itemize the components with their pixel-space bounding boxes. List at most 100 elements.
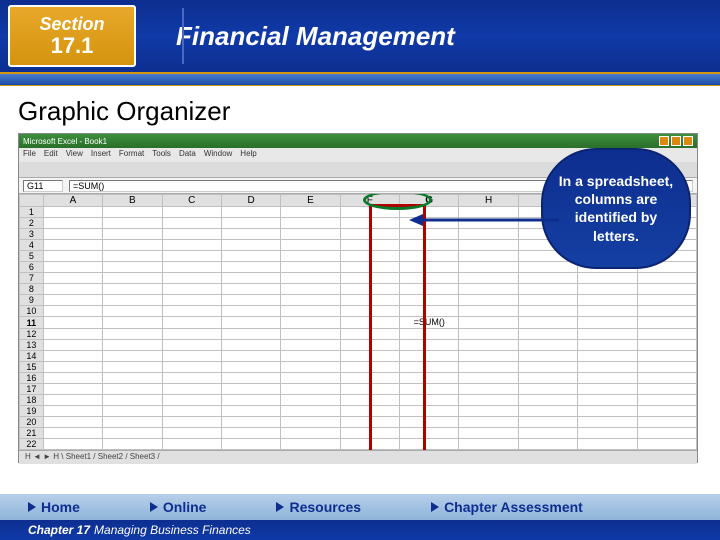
row-header[interactable]: 22	[20, 439, 44, 450]
cell[interactable]	[578, 417, 637, 428]
row-header[interactable]: 1	[20, 207, 44, 218]
cell[interactable]	[637, 362, 697, 373]
cell[interactable]	[103, 417, 162, 428]
cell[interactable]	[43, 329, 102, 340]
cell[interactable]	[43, 306, 102, 317]
cell[interactable]	[459, 406, 518, 417]
cell[interactable]	[103, 284, 162, 295]
cell[interactable]	[281, 340, 340, 351]
cell[interactable]	[578, 317, 637, 329]
cell[interactable]	[340, 306, 399, 317]
col-header[interactable]: G	[400, 195, 459, 207]
cell[interactable]	[578, 351, 637, 362]
cell[interactable]	[459, 207, 518, 218]
cell[interactable]	[162, 406, 221, 417]
cell[interactable]	[518, 439, 577, 450]
cell[interactable]	[637, 295, 697, 306]
col-header[interactable]: E	[281, 195, 340, 207]
cell[interactable]	[103, 439, 162, 450]
cell[interactable]	[340, 317, 399, 329]
cell[interactable]	[340, 384, 399, 395]
cell[interactable]	[518, 373, 577, 384]
cell[interactable]	[637, 340, 697, 351]
cell[interactable]	[281, 218, 340, 229]
cell[interactable]	[400, 439, 459, 450]
cell[interactable]	[518, 384, 577, 395]
cell[interactable]	[340, 439, 399, 450]
cell[interactable]	[400, 229, 459, 240]
cell[interactable]	[103, 251, 162, 262]
cell[interactable]	[459, 384, 518, 395]
menu-item[interactable]: Data	[179, 149, 196, 161]
cell[interactable]	[340, 395, 399, 406]
cell[interactable]	[221, 317, 280, 329]
cell[interactable]	[518, 284, 577, 295]
cell[interactable]	[103, 240, 162, 251]
row-header[interactable]: 2	[20, 218, 44, 229]
cell[interactable]	[578, 362, 637, 373]
cell[interactable]	[459, 262, 518, 273]
cell[interactable]	[281, 284, 340, 295]
cell[interactable]	[518, 428, 577, 439]
cell[interactable]	[340, 351, 399, 362]
row-header[interactable]: 8	[20, 284, 44, 295]
cell[interactable]	[281, 329, 340, 340]
cell[interactable]	[221, 306, 280, 317]
cell[interactable]	[43, 240, 102, 251]
row-header[interactable]: 23	[20, 450, 44, 451]
row-header[interactable]: 18	[20, 395, 44, 406]
cell-reference-box[interactable]: G11	[23, 180, 63, 192]
row-header[interactable]: 5	[20, 251, 44, 262]
menu-item[interactable]: View	[66, 149, 83, 161]
cell[interactable]	[43, 450, 102, 451]
cell[interactable]	[281, 373, 340, 384]
cell[interactable]	[459, 439, 518, 450]
cell[interactable]	[400, 406, 459, 417]
cell[interactable]	[43, 439, 102, 450]
cell[interactable]	[340, 340, 399, 351]
cell[interactable]	[518, 262, 577, 273]
cell[interactable]	[103, 362, 162, 373]
cell[interactable]	[518, 329, 577, 340]
cell[interactable]	[518, 417, 577, 428]
cell[interactable]	[578, 306, 637, 317]
cell[interactable]	[518, 273, 577, 284]
cell[interactable]	[578, 450, 637, 451]
cell[interactable]	[340, 262, 399, 273]
cell[interactable]	[281, 351, 340, 362]
cell[interactable]	[162, 329, 221, 340]
cell[interactable]	[340, 428, 399, 439]
cell[interactable]	[637, 384, 697, 395]
cell[interactable]	[221, 373, 280, 384]
cell[interactable]	[103, 295, 162, 306]
row-header[interactable]: 21	[20, 428, 44, 439]
cell[interactable]	[162, 262, 221, 273]
cell[interactable]	[637, 284, 697, 295]
cell[interactable]	[400, 373, 459, 384]
cell[interactable]	[637, 306, 697, 317]
cell[interactable]	[578, 428, 637, 439]
cell[interactable]	[459, 428, 518, 439]
cell[interactable]	[103, 229, 162, 240]
cell[interactable]	[103, 384, 162, 395]
cell[interactable]	[281, 395, 340, 406]
cell[interactable]	[221, 450, 280, 451]
cell[interactable]	[43, 428, 102, 439]
cell[interactable]	[221, 240, 280, 251]
nav-chapter-assessment[interactable]: Chapter Assessment	[431, 499, 583, 515]
cell[interactable]	[162, 450, 221, 451]
cell[interactable]	[281, 240, 340, 251]
cell[interactable]	[400, 240, 459, 251]
cell[interactable]	[43, 262, 102, 273]
row-header[interactable]: 3	[20, 229, 44, 240]
cell[interactable]	[400, 340, 459, 351]
row-header[interactable]: 15	[20, 362, 44, 373]
cell[interactable]	[221, 417, 280, 428]
cell[interactable]	[459, 317, 518, 329]
cell[interactable]	[221, 406, 280, 417]
cell[interactable]	[400, 450, 459, 451]
cell[interactable]	[340, 406, 399, 417]
cell[interactable]	[459, 284, 518, 295]
row-header[interactable]: 10	[20, 306, 44, 317]
cell[interactable]	[103, 450, 162, 451]
